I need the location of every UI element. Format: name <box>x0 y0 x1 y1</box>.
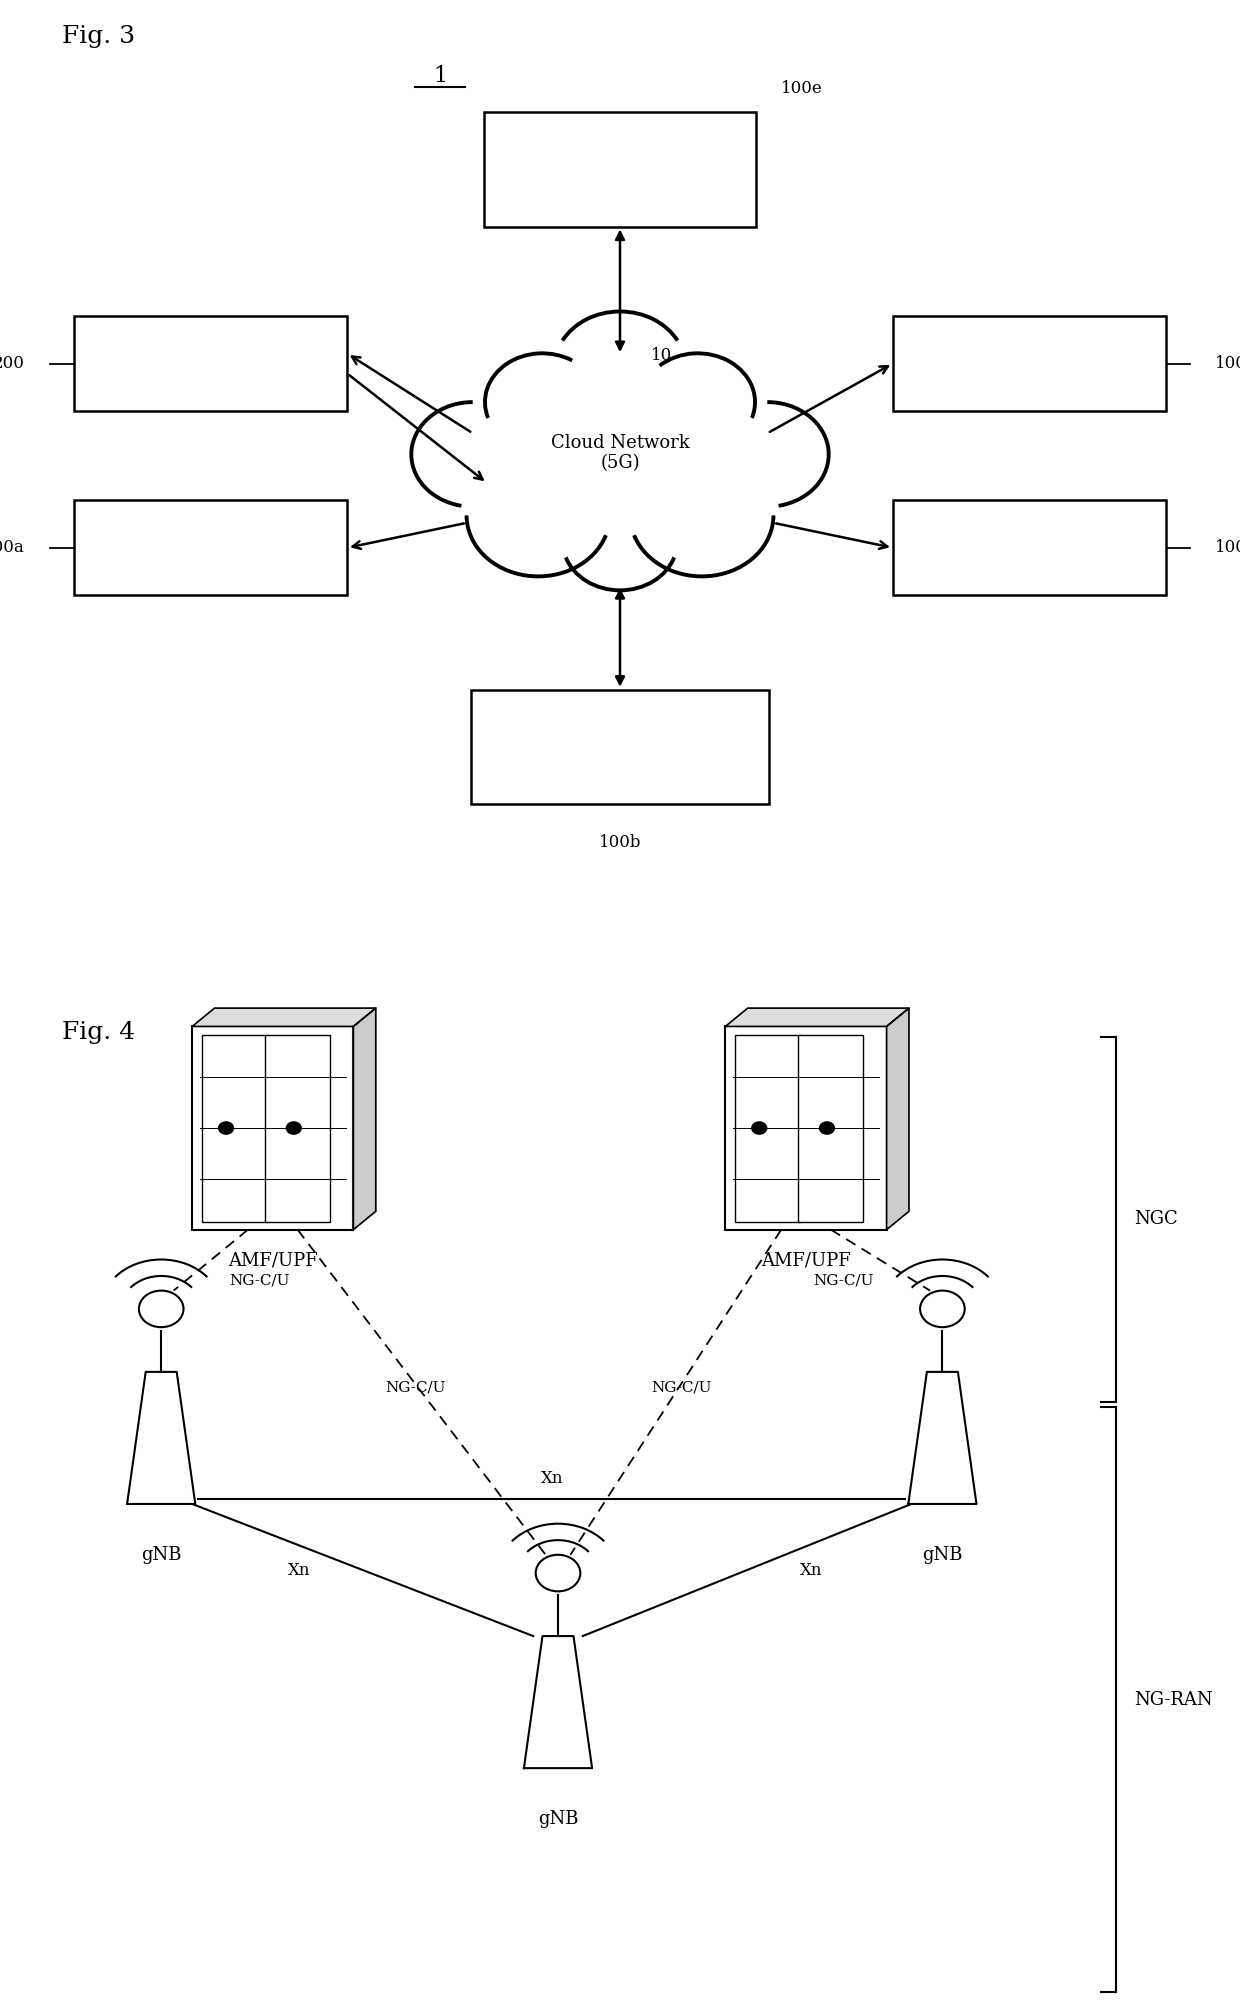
Circle shape <box>536 1555 580 1591</box>
Text: XR device: XR device <box>983 539 1075 557</box>
Bar <box>748 1008 909 1211</box>
Text: 100d: 100d <box>1215 354 1240 372</box>
Text: NG-C/U: NG-C/U <box>813 1274 874 1288</box>
Text: Robot: Robot <box>184 539 238 557</box>
Polygon shape <box>192 1008 376 1026</box>
Polygon shape <box>523 1636 593 1769</box>
Bar <box>74 501 347 596</box>
Bar <box>735 1034 801 1221</box>
Text: NG-C/U: NG-C/U <box>652 1380 712 1394</box>
Bar <box>265 1034 330 1221</box>
Circle shape <box>820 1123 835 1135</box>
Text: AI Server: AI Server <box>167 354 254 372</box>
Text: AMF/UPF: AMF/UPF <box>761 1251 851 1270</box>
Text: 100a: 100a <box>0 539 25 555</box>
Text: Xn: Xn <box>288 1561 310 1579</box>
Circle shape <box>286 1123 301 1135</box>
Text: gNB: gNB <box>141 1545 181 1563</box>
Text: 1: 1 <box>433 64 448 87</box>
Text: Smartphone: Smartphone <box>973 354 1085 372</box>
Text: Self-Driving
Vehicle: Self-Driving Vehicle <box>565 728 675 767</box>
Text: gNB: gNB <box>923 1545 962 1563</box>
Bar <box>799 1034 863 1221</box>
Text: gNB: gNB <box>538 1811 578 1829</box>
Polygon shape <box>887 1008 909 1229</box>
Text: Xn: Xn <box>800 1561 822 1579</box>
Text: Fig. 4: Fig. 4 <box>62 1022 135 1044</box>
Bar <box>893 316 1166 410</box>
Text: NG-C/U: NG-C/U <box>229 1274 290 1288</box>
Text: 100e: 100e <box>781 80 823 97</box>
Text: NGC: NGC <box>1135 1211 1178 1229</box>
Bar <box>215 1008 376 1211</box>
Polygon shape <box>725 1008 909 1026</box>
Text: Xn: Xn <box>541 1471 563 1487</box>
Polygon shape <box>128 1372 196 1505</box>
Circle shape <box>218 1123 233 1135</box>
Bar <box>893 501 1166 596</box>
Text: AMF/UPF: AMF/UPF <box>228 1251 317 1270</box>
Text: NG-RAN: NG-RAN <box>1135 1690 1213 1708</box>
Bar <box>202 1034 268 1221</box>
Polygon shape <box>353 1008 376 1229</box>
Circle shape <box>139 1290 184 1328</box>
Text: Home
Appliance: Home Appliance <box>574 151 666 189</box>
Text: NG-C/U: NG-C/U <box>386 1380 445 1394</box>
Circle shape <box>751 1123 766 1135</box>
Bar <box>74 316 347 410</box>
Bar <box>471 690 769 805</box>
Text: Fig. 3: Fig. 3 <box>62 24 135 48</box>
Text: 100b: 100b <box>599 835 641 851</box>
Text: 100c: 100c <box>1215 539 1240 555</box>
Text: 10: 10 <box>651 346 672 364</box>
Text: Cloud Network
(5G): Cloud Network (5G) <box>551 435 689 473</box>
Bar <box>725 1026 887 1229</box>
Bar <box>484 113 756 227</box>
Bar <box>192 1026 353 1229</box>
Polygon shape <box>908 1372 977 1505</box>
Circle shape <box>920 1290 965 1328</box>
Text: 200: 200 <box>0 354 25 372</box>
